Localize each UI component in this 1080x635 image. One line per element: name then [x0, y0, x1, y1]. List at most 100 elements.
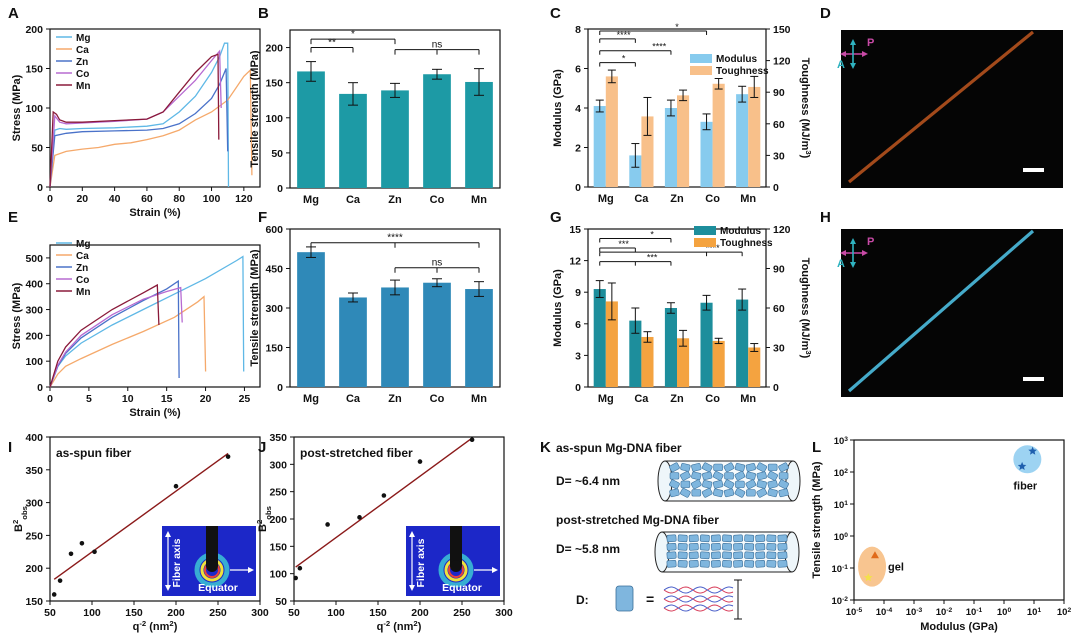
dna-bundle: [756, 488, 768, 498]
dna-bundle: [710, 534, 721, 543]
y-axis-label: B2obs: [255, 506, 273, 532]
y-axis-label: Stress (MPa): [11, 74, 23, 141]
fit-line: [53, 452, 229, 580]
y-tick-label: 101: [834, 500, 849, 512]
legend-label-Zn: Zn: [76, 263, 88, 274]
x-tick-label: 100: [83, 607, 101, 619]
y-tick-label: 300: [269, 459, 287, 471]
dna-bundle: [735, 480, 745, 488]
x-tick-label: 10: [122, 393, 134, 405]
dna-bundle: [712, 471, 724, 481]
dna-bundle: [701, 488, 713, 498]
schematic-title-as-spun: as-spun Mg-DNA fiber: [556, 441, 682, 455]
analyzer-a-label: A: [837, 258, 845, 270]
panel-label-I: I: [8, 439, 12, 456]
x-tick-label-Mn: Mn: [740, 193, 756, 205]
y-tick-label: 500: [25, 253, 43, 265]
x-tick-label: 10-4: [876, 607, 893, 619]
bar-modulus-Co: [700, 121, 713, 187]
dna-bundle: [745, 463, 756, 472]
bar-toughness-Mn: [748, 347, 761, 387]
panel-label-F: F: [258, 209, 267, 226]
panel-label-L: L: [812, 439, 821, 456]
label-part: -5: [856, 607, 862, 614]
bar-Zn: [381, 90, 409, 188]
inset-equator-label: Equator: [198, 582, 238, 594]
chart-A: 0 50 100 150 200 0 20 40 60 80 100 120 Strain (%) Str…: [11, 24, 261, 219]
fiber-region: [1013, 445, 1042, 474]
y-tick-label: 9: [575, 287, 581, 299]
dna-bundle: [710, 559, 721, 568]
label-part: -2: [946, 607, 952, 614]
dna-bundle: [666, 551, 677, 560]
polarizer-p-label: P: [867, 236, 874, 248]
x-tick-label: 10-3: [906, 607, 923, 619]
inset-axis-arrow-head: [409, 531, 415, 537]
label-part: -1: [842, 564, 848, 571]
x-tick-label-Zn: Zn: [670, 193, 684, 205]
label-part: 2: [413, 619, 417, 628]
dna-bundle: [722, 542, 732, 551]
label-part: B: [257, 524, 269, 532]
fiber-glow: [847, 229, 1035, 393]
dna-bundle: [755, 551, 766, 560]
bar-Mn: [465, 289, 493, 387]
chart-title: post-stretched fiber: [300, 446, 413, 460]
label-part: 10: [834, 468, 845, 479]
dna-bundle: [733, 559, 744, 568]
data-point: [417, 459, 423, 464]
label-part: 10: [834, 436, 845, 447]
sig-label: ns: [432, 258, 443, 269]
y-axis-label: Tensile strength (MPa): [249, 50, 261, 167]
data-point: [357, 515, 362, 520]
dna-bundle: [755, 534, 766, 543]
series-line-Co: [49, 286, 183, 388]
chart-G: 0 3 6 9 12 15 0 30 60 90 120 Modulus (GPa) Toughness…: [552, 224, 814, 405]
bar-Mg: [297, 71, 325, 188]
chart-E: 0 100 200 300 400 500 0 5 10 15 20 25 Strain (%) Stre…: [11, 239, 261, 419]
x-tick-label-Ca: Ca: [346, 393, 361, 405]
y-tick-label: 0: [773, 382, 779, 394]
y-tick-label: 250: [25, 530, 43, 542]
label-part: ): [174, 621, 178, 633]
bar-modulus-Zn: [664, 308, 677, 387]
dna-bundle: [680, 480, 691, 488]
legend-swatch-Modulus: [690, 54, 712, 63]
inset-equator-arrow-head: [248, 567, 254, 573]
x-tick-label: 20: [76, 193, 88, 205]
y-tick-label: 102: [834, 468, 849, 480]
data-point-star: [864, 573, 873, 582]
x-tick-label: 300: [495, 607, 513, 619]
data-point-star: [1028, 446, 1037, 455]
dna-bundle: [734, 463, 746, 472]
dna-bundle: [778, 462, 789, 473]
bar-toughness-Zn: [677, 95, 690, 187]
label-part: -2: [842, 596, 848, 603]
x-tick-label: 150: [125, 607, 143, 619]
dna-bundle: [712, 480, 724, 489]
fiber-tube-as-spun-end: [785, 460, 801, 502]
label-part: 2: [844, 468, 848, 475]
x-tick-label: 200: [167, 607, 185, 619]
y-tick-label: 90: [773, 264, 785, 276]
y-axis-label: Stress (MPa): [11, 282, 23, 349]
x-tick-label-Ca: Ca: [346, 194, 361, 206]
bar-toughness-Co: [712, 340, 725, 387]
label-part: -3: [916, 607, 922, 614]
dna-bundle: [755, 559, 766, 568]
fit-line: [295, 437, 473, 568]
dna-bundle: [744, 559, 755, 568]
label-part: obs: [20, 506, 29, 520]
y-tick-label: 200: [25, 330, 43, 342]
x-tick-label-Ca: Ca: [634, 393, 649, 405]
dna-bundle: [699, 542, 710, 551]
dna-bundle: [699, 551, 710, 560]
dna-bundle: [691, 463, 702, 472]
y-axis-label: Modulus (GPa): [552, 269, 564, 347]
label-part: q: [377, 621, 384, 633]
y-tick-label: 250: [269, 487, 287, 499]
bar-toughness-Ca: [641, 336, 654, 387]
y-tick-label: 150: [25, 64, 43, 76]
y-tick-label: 300: [25, 305, 43, 317]
polarizer-p-arrow-head: [840, 250, 846, 256]
